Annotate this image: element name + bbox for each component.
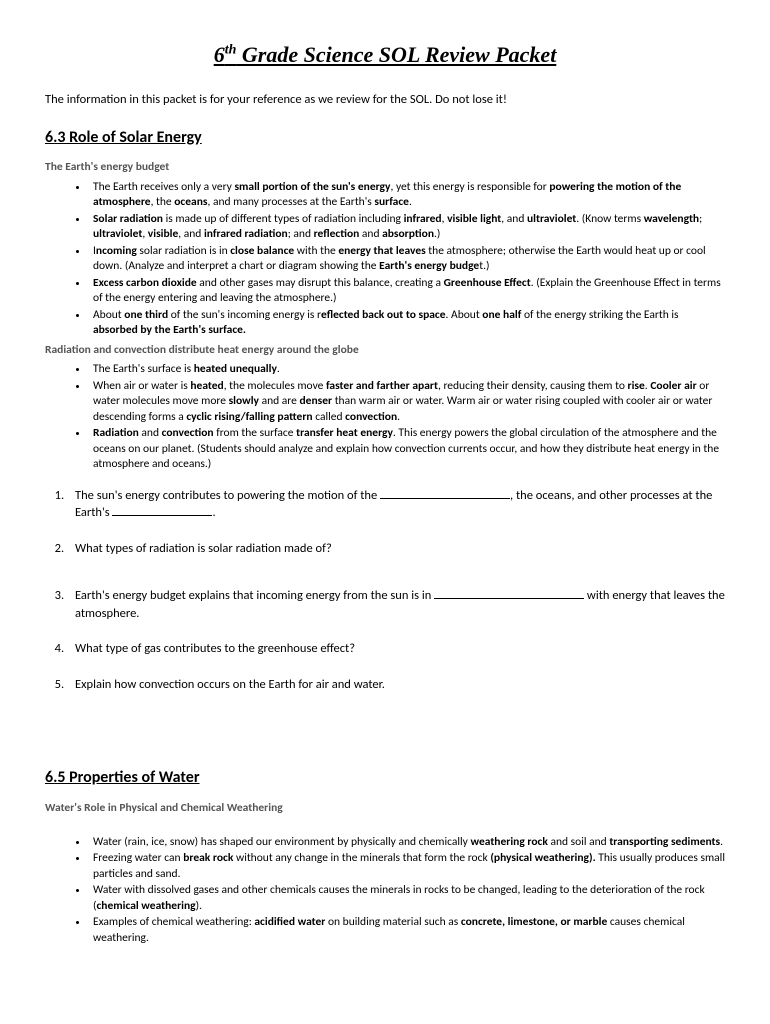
bullets-energy-budget: The Earth receives only a very small por… xyxy=(89,180,725,339)
question-2: What types of radiation is solar radiati… xyxy=(67,540,725,558)
questions-63: The sun's energy contributes to powering… xyxy=(67,487,725,694)
bullets-radiation-convection: The Earth's surface is heated unequally.… xyxy=(89,362,725,473)
subheader-energy-budget: The Earth's energy budget xyxy=(45,160,725,176)
q5-text: Explain how convection occurs on the Ear… xyxy=(75,677,385,692)
question-5: Explain how convection occurs on the Ear… xyxy=(67,676,725,694)
bullet-item: Water with dissolved gases and other che… xyxy=(89,883,725,914)
bullet-item: When air or water is heated, the molecul… xyxy=(89,379,725,426)
q4-text: What type of gas contributes to the gree… xyxy=(75,641,355,656)
question-1: The sun's energy contributes to powering… xyxy=(67,487,725,522)
bullet-item: About one third of the sun's incoming en… xyxy=(89,308,725,339)
q1-text-c: . xyxy=(212,505,215,520)
question-3: Earth's energy budget explains that inco… xyxy=(67,587,725,622)
bullets-water-weathering: Water (rain, ice, snow) has shaped our e… xyxy=(89,835,725,947)
section-65-header: 6.5 Properties of Water xyxy=(45,767,725,789)
spacer xyxy=(45,711,725,761)
q1-text-a: The sun's energy contributes to powering… xyxy=(75,488,380,503)
bullet-item: The Earth receives only a very small por… xyxy=(89,180,725,211)
q3-blank-1[interactable] xyxy=(434,598,584,599)
q3-text-a: Earth's energy budget explains that inco… xyxy=(75,588,434,603)
subheader-water-role: Water's Role in Physical and Chemical We… xyxy=(45,801,725,817)
title-post: Grade Science SOL Review Packet xyxy=(236,42,556,67)
page-title: 6th Grade Science SOL Review Packet xyxy=(45,40,725,70)
intro-text: The information in this packet is for yo… xyxy=(45,92,725,109)
bullet-item: Freezing water can break rock without an… xyxy=(89,851,725,882)
title-sup: th xyxy=(225,43,237,58)
bullet-item: Water (rain, ice, snow) has shaped our e… xyxy=(89,835,725,851)
q2-text: What types of radiation is solar radiati… xyxy=(75,541,332,556)
subheader-radiation-convection: Radiation and convection distribute heat… xyxy=(45,343,725,359)
q1-blank-1[interactable] xyxy=(380,498,510,499)
bullet-item: The Earth's surface is heated unequally. xyxy=(89,362,725,378)
bullet-item: Incoming solar radiation is in close bal… xyxy=(89,244,725,275)
bullet-item: Solar radiation is made up of different … xyxy=(89,212,725,243)
section-63-header: 6.3 Role of Solar Energy xyxy=(45,127,725,149)
question-4: What type of gas contributes to the gree… xyxy=(67,640,725,658)
q1-blank-2[interactable] xyxy=(112,515,212,516)
bullet-item: Radiation and convection from the surfac… xyxy=(89,426,725,473)
bullet-item: Examples of chemical weathering: acidifi… xyxy=(89,915,725,946)
bullet-item: Excess carbon dioxide and other gases ma… xyxy=(89,276,725,307)
title-pre: 6 xyxy=(214,42,225,67)
